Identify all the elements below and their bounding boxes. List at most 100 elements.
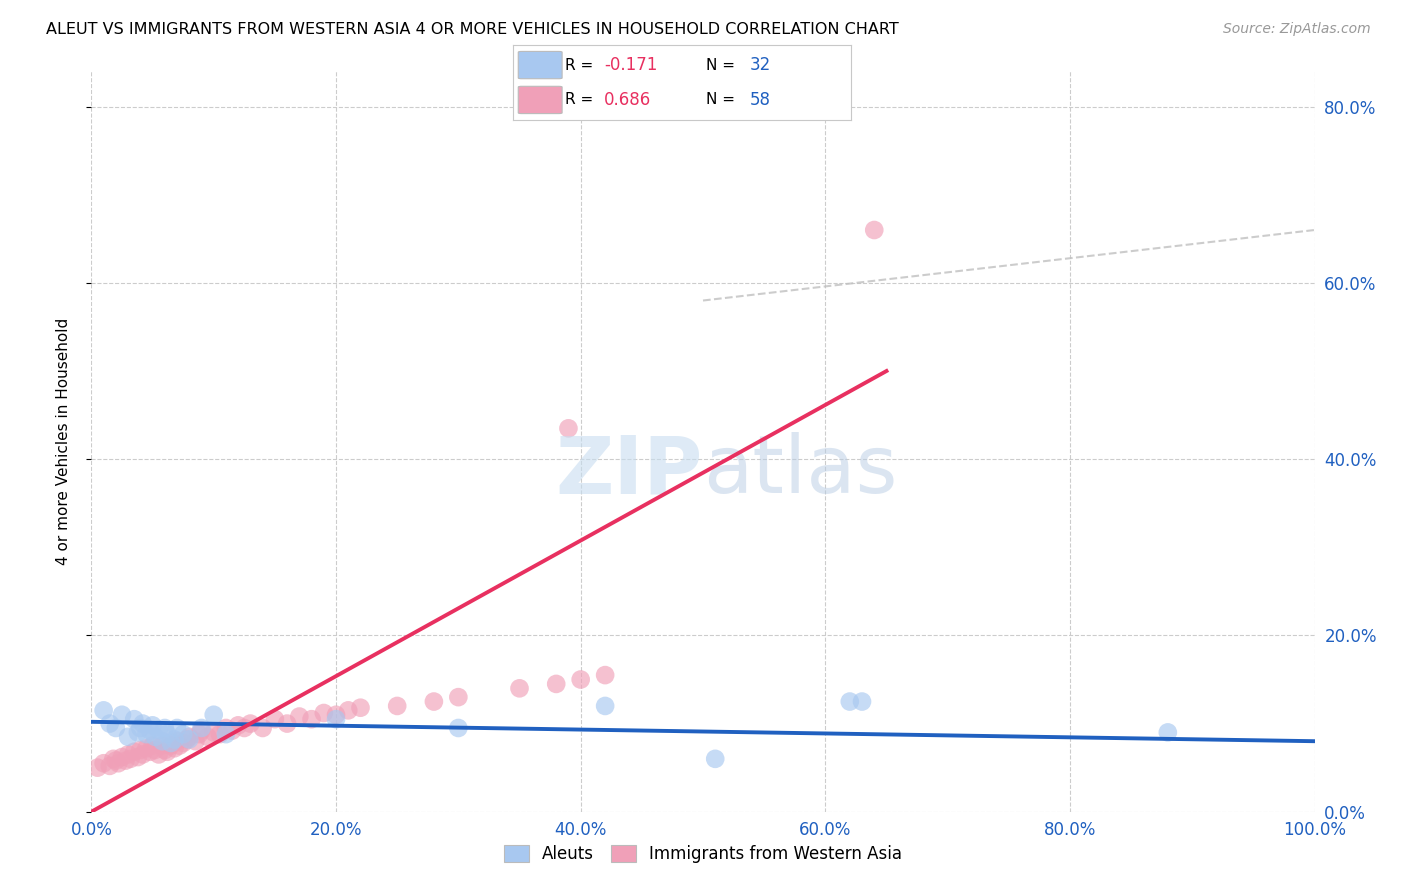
Point (202, 725, 225, 739)
Point (153, 721, 176, 735)
Point (148, 723, 170, 737)
Point (98, 759, 121, 773)
Point (111, 750, 134, 764)
Point (135, 727, 157, 741)
Point (176, 732, 198, 747)
Point (208, 727, 231, 741)
Point (148, 747, 170, 762)
Point (423, 694, 446, 708)
Point (153, 743, 176, 757)
Point (179, 730, 201, 744)
Point (557, 421, 579, 435)
Point (93, 703, 115, 717)
Point (135, 741, 157, 756)
Point (172, 736, 194, 750)
Point (120, 752, 142, 766)
Point (141, 718, 163, 732)
Point (111, 707, 134, 722)
Point (197, 730, 219, 744)
Point (312, 706, 335, 720)
Point (169, 739, 191, 753)
Point (117, 730, 139, 744)
Point (117, 747, 139, 762)
Point (143, 743, 166, 757)
Point (301, 712, 323, 726)
Point (593, 668, 616, 682)
Text: ZIP: ZIP (555, 432, 703, 510)
Point (132, 747, 155, 762)
Point (569, 673, 592, 687)
Point (239, 716, 262, 731)
Point (704, 752, 727, 766)
Point (215, 721, 238, 735)
Point (86, 761, 108, 775)
Text: 58: 58 (749, 91, 770, 109)
Point (143, 730, 166, 744)
Point (150, 739, 173, 753)
Point (288, 709, 311, 723)
Point (139, 723, 162, 738)
Point (156, 745, 179, 759)
Point (863, 223, 886, 237)
Point (163, 741, 186, 756)
Text: N =: N = (706, 58, 740, 72)
FancyBboxPatch shape (519, 87, 562, 113)
Point (264, 712, 287, 726)
Point (447, 690, 470, 705)
Point (127, 750, 149, 764)
Point (1157, 725, 1180, 739)
Point (447, 721, 470, 735)
Text: N =: N = (706, 93, 740, 107)
Point (593, 698, 616, 713)
Text: R =: R = (565, 58, 599, 72)
Point (156, 727, 179, 741)
Text: -0.171: -0.171 (605, 56, 658, 74)
Point (103, 752, 125, 766)
Text: Source: ZipAtlas.com: Source: ZipAtlas.com (1223, 22, 1371, 37)
Point (160, 736, 183, 750)
Point (129, 743, 152, 757)
Point (98, 716, 121, 731)
Point (215, 727, 238, 741)
Text: ALEUT VS IMMIGRANTS FROM WESTERN ASIA 4 OR MORE VEHICLES IN HOUSEHOLD CORRELATIO: ALEUT VS IMMIGRANTS FROM WESTERN ASIA 4 … (46, 22, 900, 37)
Point (226, 718, 249, 732)
Point (276, 716, 298, 731)
Point (851, 694, 873, 708)
FancyBboxPatch shape (519, 52, 562, 78)
Point (166, 721, 188, 735)
Point (325, 707, 347, 722)
Point (160, 739, 183, 753)
Point (509, 681, 531, 696)
Point (172, 727, 194, 741)
Point (166, 734, 188, 748)
Point (337, 703, 360, 717)
Point (179, 732, 201, 747)
Point (107, 756, 129, 771)
Point (104, 721, 127, 735)
Point (221, 723, 243, 738)
Point (546, 677, 568, 691)
Point (190, 721, 212, 735)
Point (127, 725, 149, 739)
Point (349, 700, 371, 714)
Point (252, 721, 274, 735)
Point (150, 734, 173, 748)
Point (190, 723, 212, 738)
Point (141, 739, 163, 753)
Y-axis label: 4 or more Vehicles in Household: 4 or more Vehicles in Household (56, 318, 70, 566)
Text: atlas: atlas (703, 432, 897, 510)
Point (325, 712, 347, 726)
Text: 0.686: 0.686 (605, 91, 651, 109)
Text: R =: R = (565, 93, 599, 107)
Point (233, 721, 256, 735)
Point (114, 754, 136, 768)
Point (129, 721, 152, 735)
Point (139, 745, 162, 759)
Point (838, 694, 860, 708)
Point (122, 745, 145, 759)
Point (202, 707, 225, 722)
Point (122, 712, 145, 726)
Point (163, 732, 186, 747)
Text: 32: 32 (749, 56, 770, 74)
Point (188, 727, 211, 741)
